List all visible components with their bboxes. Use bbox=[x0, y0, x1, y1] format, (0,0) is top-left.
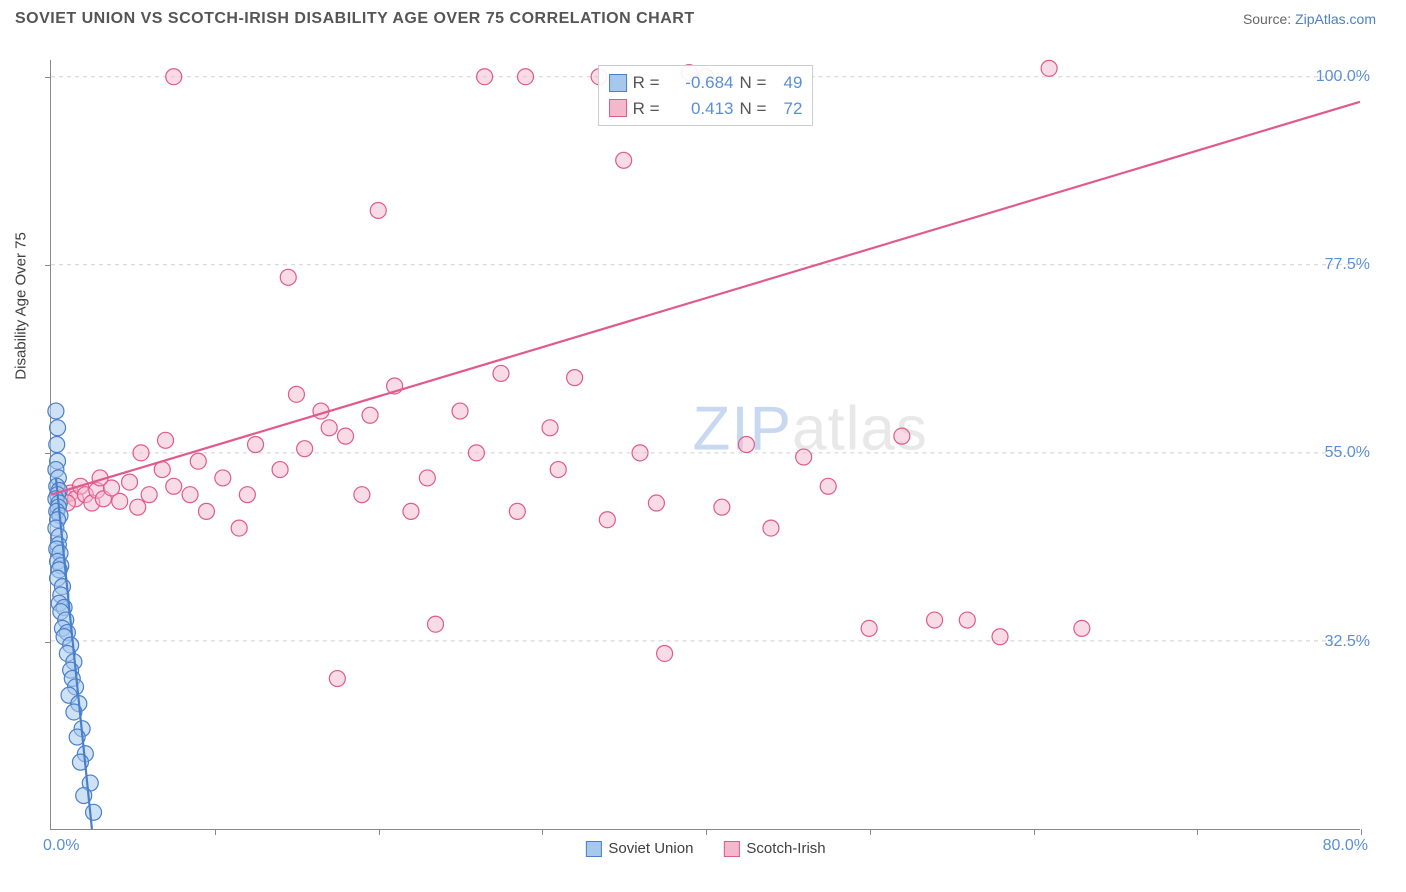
source-label: Source: ZipAtlas.com bbox=[1243, 11, 1376, 27]
data-point bbox=[738, 437, 754, 453]
data-point bbox=[796, 449, 812, 465]
swatch-scotch bbox=[609, 99, 627, 117]
data-point bbox=[477, 69, 493, 85]
data-point bbox=[166, 478, 182, 494]
scatter-svg bbox=[51, 60, 1360, 829]
data-point bbox=[329, 671, 345, 687]
trend-line bbox=[51, 102, 1360, 495]
r-value-soviet: -0.684 bbox=[666, 70, 734, 96]
data-point bbox=[158, 432, 174, 448]
data-point bbox=[288, 386, 304, 402]
data-point bbox=[198, 503, 214, 519]
swatch-soviet-icon bbox=[585, 841, 601, 857]
data-point bbox=[567, 370, 583, 386]
data-point bbox=[468, 445, 484, 461]
data-point bbox=[239, 487, 255, 503]
data-point bbox=[861, 620, 877, 636]
data-point bbox=[927, 612, 943, 628]
legend-row-scotch: R = 0.413 N = 72 bbox=[609, 96, 803, 122]
data-point bbox=[616, 152, 632, 168]
data-point bbox=[231, 520, 247, 536]
data-point bbox=[338, 428, 354, 444]
chart-plot-area: ZIPatlas 32.5%55.0%77.5%100.0% Disabilit… bbox=[50, 60, 1360, 830]
n-value-scotch: 72 bbox=[772, 96, 802, 122]
swatch-soviet bbox=[609, 74, 627, 92]
data-point bbox=[894, 428, 910, 444]
y-tick-label: 55.0% bbox=[1325, 444, 1370, 462]
data-point bbox=[657, 645, 673, 661]
y-tick-label: 100.0% bbox=[1316, 68, 1370, 86]
data-point bbox=[272, 462, 288, 478]
y-tick-label: 77.5% bbox=[1325, 256, 1370, 274]
y-tick-label: 32.5% bbox=[1325, 633, 1370, 651]
data-point bbox=[190, 453, 206, 469]
data-point bbox=[215, 470, 231, 486]
data-point bbox=[452, 403, 468, 419]
data-point bbox=[992, 629, 1008, 645]
legend-item-scotch: Scotch-Irish bbox=[723, 840, 825, 857]
data-point bbox=[49, 437, 65, 453]
data-point bbox=[133, 445, 149, 461]
data-point bbox=[248, 437, 264, 453]
data-point bbox=[280, 269, 296, 285]
data-point bbox=[321, 420, 337, 436]
series-legend: Soviet Union Scotch-Irish bbox=[585, 840, 825, 857]
data-point bbox=[370, 202, 386, 218]
x-tick bbox=[870, 829, 871, 835]
data-point bbox=[763, 520, 779, 536]
data-point bbox=[362, 407, 378, 423]
x-tick bbox=[1197, 829, 1198, 835]
data-point bbox=[86, 804, 102, 820]
data-point bbox=[428, 616, 444, 632]
data-point bbox=[648, 495, 664, 511]
swatch-scotch-icon bbox=[723, 841, 739, 857]
x-tick bbox=[215, 829, 216, 835]
data-point bbox=[1074, 620, 1090, 636]
data-point bbox=[419, 470, 435, 486]
correlation-legend: R = -0.684 N = 49 R = 0.413 N = 72 bbox=[598, 65, 814, 126]
x-tick bbox=[379, 829, 380, 835]
data-point bbox=[959, 612, 975, 628]
data-point bbox=[166, 69, 182, 85]
data-point bbox=[493, 365, 509, 381]
legend-row-soviet: R = -0.684 N = 49 bbox=[609, 70, 803, 96]
data-point bbox=[1041, 60, 1057, 76]
data-point bbox=[354, 487, 370, 503]
x-tick bbox=[1361, 829, 1362, 835]
chart-header: SOVIET UNION VS SCOTCH-IRISH DISABILITY … bbox=[0, 0, 1406, 33]
data-point bbox=[542, 420, 558, 436]
data-point bbox=[182, 487, 198, 503]
legend-item-soviet: Soviet Union bbox=[585, 840, 693, 857]
data-point bbox=[518, 69, 534, 85]
source-link[interactable]: ZipAtlas.com bbox=[1295, 11, 1376, 27]
data-point bbox=[403, 503, 419, 519]
x-axis-min-label: 0.0% bbox=[43, 837, 79, 855]
data-point bbox=[509, 503, 525, 519]
data-point bbox=[820, 478, 836, 494]
data-point bbox=[632, 445, 648, 461]
data-point bbox=[297, 441, 313, 457]
r-value-scotch: 0.413 bbox=[666, 96, 734, 122]
x-tick bbox=[706, 829, 707, 835]
x-tick bbox=[542, 829, 543, 835]
data-point bbox=[550, 462, 566, 478]
chart-title: SOVIET UNION VS SCOTCH-IRISH DISABILITY … bbox=[15, 10, 695, 28]
data-point bbox=[130, 499, 146, 515]
data-point bbox=[599, 512, 615, 528]
n-value-soviet: 49 bbox=[772, 70, 802, 96]
data-point bbox=[141, 487, 157, 503]
data-point bbox=[714, 499, 730, 515]
y-axis-title: Disability Age Over 75 bbox=[13, 232, 30, 380]
x-tick bbox=[1034, 829, 1035, 835]
data-point bbox=[122, 474, 138, 490]
data-point bbox=[112, 493, 128, 509]
x-axis-max-label: 80.0% bbox=[1323, 837, 1368, 855]
data-point bbox=[50, 420, 66, 436]
data-point bbox=[48, 403, 64, 419]
